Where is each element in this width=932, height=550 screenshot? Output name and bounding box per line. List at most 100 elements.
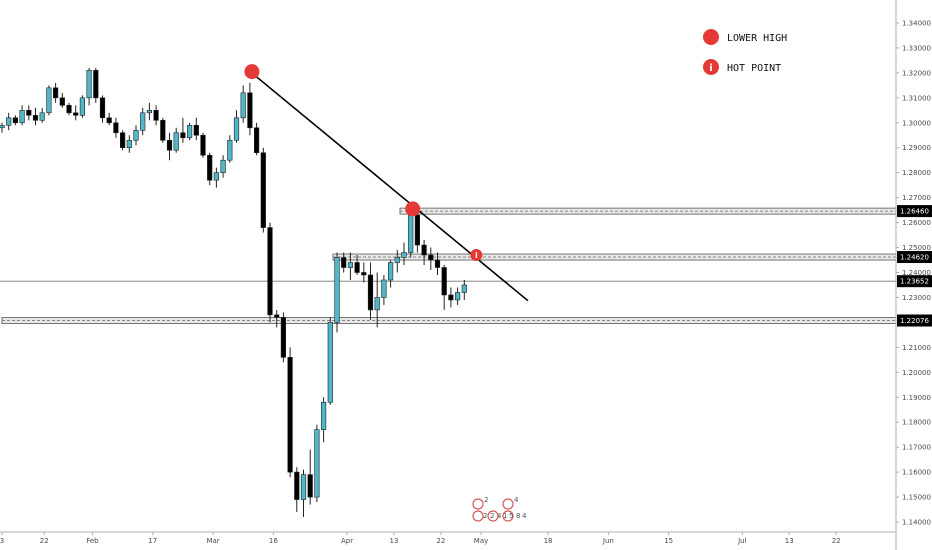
candle-body	[307, 474, 313, 498]
candle-body	[434, 259, 441, 268]
event-count: 5	[509, 512, 513, 520]
candle-body	[300, 474, 307, 500]
candle-body	[421, 244, 427, 256]
x-tick-label: 22	[436, 537, 445, 545]
candle-body	[106, 117, 112, 124]
candle-body	[414, 214, 421, 246]
y-tick-label: 1.21000	[902, 344, 931, 352]
candle-body	[320, 401, 327, 430]
candle-body	[327, 322, 333, 403]
candle-body	[187, 124, 193, 139]
candle-body	[207, 154, 213, 181]
candle-body	[19, 110, 25, 124]
x-tick-label: 16	[269, 537, 278, 545]
y-tick-label: 1.27000	[902, 194, 931, 202]
candle-body	[73, 112, 79, 116]
zone-price-tag	[897, 251, 932, 264]
y-tick-label: 1.15000	[902, 494, 931, 502]
event-count: 8	[516, 512, 520, 520]
candle-body	[79, 97, 85, 116]
candle-body	[166, 139, 173, 151]
info-icon: i	[709, 63, 712, 74]
candle-body	[454, 292, 461, 301]
event-icon	[502, 498, 514, 510]
candle-body	[140, 112, 146, 131]
lower-high-marker	[405, 201, 421, 217]
candle-body	[66, 105, 72, 114]
candle-body	[274, 314, 280, 318]
x-tick-label: 22	[40, 537, 49, 545]
trendline-layer	[252, 73, 529, 302]
candle-body	[39, 112, 45, 121]
x-tick-label: Feb	[86, 537, 99, 545]
candle-body	[347, 262, 354, 268]
candle-body	[52, 87, 59, 99]
candle-body	[367, 274, 374, 311]
y-tick-label: 1.33000	[902, 44, 931, 52]
candle-body	[374, 297, 380, 311]
candle-body	[394, 257, 400, 263]
zone-price-tag	[897, 314, 932, 327]
y-tick-label: 1.28000	[902, 169, 931, 177]
candle-body	[461, 284, 467, 293]
candle-body	[86, 70, 92, 99]
candle-body	[46, 87, 52, 114]
candle-body	[120, 132, 126, 149]
candle-body	[267, 227, 273, 316]
candle-body	[32, 114, 39, 121]
candle-body	[26, 110, 32, 116]
event-icon	[502, 510, 514, 522]
y-tick-label: 1.19000	[902, 394, 931, 402]
lower-high-legend-icon	[703, 29, 719, 45]
zone-price-tag	[897, 205, 932, 218]
candles	[0, 67, 467, 518]
current-price-tag	[897, 275, 932, 288]
event-count: 4	[522, 512, 527, 520]
candle-body	[314, 429, 320, 498]
candle-body	[220, 159, 226, 173]
y-tick-label: 1.14000	[902, 519, 931, 527]
candle-body	[200, 134, 206, 156]
candle-body	[153, 110, 159, 121]
candle-body	[240, 92, 246, 119]
y-tick-label: 1.24000	[902, 269, 931, 277]
candle-body	[247, 92, 253, 129]
event-count: 2	[483, 512, 487, 520]
hot-point-marker	[470, 249, 483, 262]
price-axis[interactable]: 1.34000 1.33000 1.32000 1.31000 1.30000 1.290…	[895, 0, 931, 550]
candle-body	[408, 214, 414, 253]
candle-body	[99, 97, 106, 119]
candle-body	[59, 97, 65, 106]
event-count: 2	[484, 496, 488, 504]
event-icon	[472, 510, 484, 522]
zone-price-label: 1.22076	[900, 317, 929, 325]
y-tick-label: 1.32000	[902, 69, 931, 77]
x-tick-label: 13	[785, 537, 794, 545]
candle-body	[180, 132, 186, 139]
markers: i	[244, 64, 483, 262]
candle-body	[6, 117, 12, 126]
y-tick-label: 1.31000	[902, 94, 931, 102]
hot-point-legend-label: HOT POINT	[727, 63, 781, 74]
time-axis[interactable]: 3 22 Feb 17 Mar 16 Apr 13 22 May 18 Jun 15 Jul 13 22	[0, 531, 896, 545]
y-tick-label: 1.29000	[902, 144, 931, 152]
event-icon	[487, 510, 499, 522]
event-count: 1	[503, 512, 507, 520]
candle-body	[160, 119, 166, 141]
y-tick-label: 1.18000	[902, 419, 931, 427]
candle-body	[428, 254, 434, 261]
candle-body	[387, 262, 394, 281]
candle-body	[126, 139, 132, 149]
zone-price-label: 1.26460	[900, 208, 929, 216]
x-tick-label: 15	[664, 537, 673, 545]
candle-body	[441, 267, 447, 296]
y-tick-label: 1.30000	[902, 119, 931, 127]
trendline	[252, 73, 529, 302]
event-count: 4	[514, 496, 519, 504]
x-tick-label: 17	[148, 537, 157, 545]
x-tick-label: 3	[0, 537, 4, 545]
x-tick-label: May	[474, 537, 488, 545]
candle-body	[280, 317, 287, 358]
